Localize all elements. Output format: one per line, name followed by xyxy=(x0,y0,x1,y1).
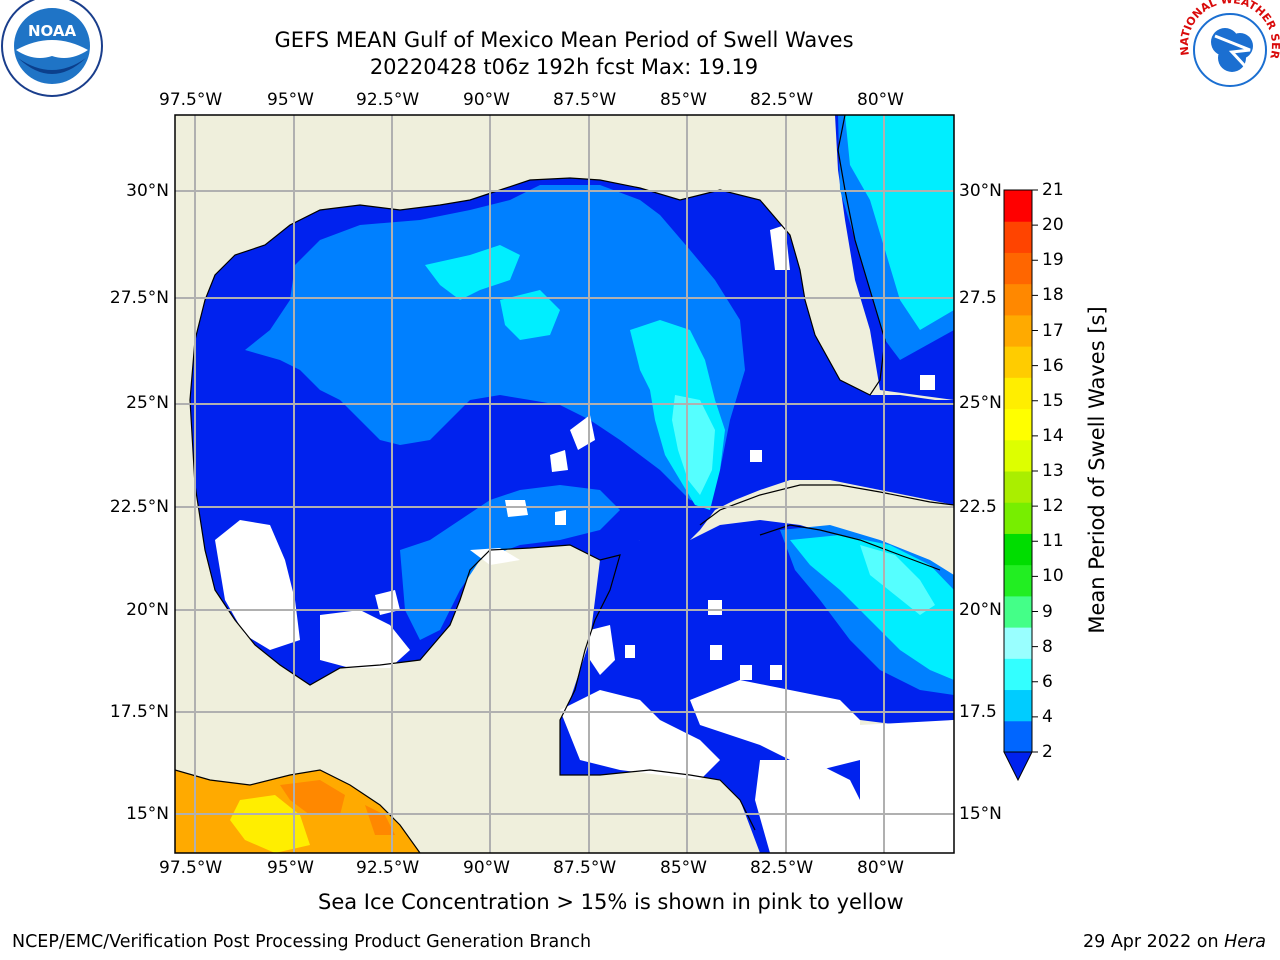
lon-label: 95°W xyxy=(267,858,314,878)
colorbar-tick-label: 16 xyxy=(1042,355,1064,376)
sea-ice-yellow xyxy=(230,795,310,853)
swell-high-atlantic xyxy=(845,115,954,330)
lon-label: 90°W xyxy=(463,858,510,878)
lat-label: 17.5 xyxy=(959,702,997,722)
swell-peak-caribbean xyxy=(860,545,935,615)
colorbar-segment xyxy=(1004,314,1032,347)
lat-label: 17.5°N xyxy=(109,702,169,722)
colorbar-tick-label: 8 xyxy=(1042,636,1053,657)
lat-label: 15°N xyxy=(959,804,1002,824)
swell-high-caribbean xyxy=(790,535,954,680)
lon-label: 92.5°W xyxy=(356,90,420,110)
map-frame xyxy=(174,114,955,854)
colorbar-segment xyxy=(1004,283,1032,316)
colorbar-segment xyxy=(1004,689,1032,722)
footer-branch: NCEP/EMC/Verification Post Processing Pr… xyxy=(12,932,592,952)
graticule xyxy=(175,115,954,853)
sea-ice-area xyxy=(175,770,420,853)
colorbar-segment xyxy=(1004,720,1032,753)
colorbar-segment xyxy=(1004,346,1032,378)
colorbar-tick-label: 14 xyxy=(1042,425,1064,446)
colorbar-tick-label: 9 xyxy=(1042,601,1053,622)
lon-label: 82.5°W xyxy=(750,90,814,110)
lat-label: 20°N xyxy=(959,600,1002,620)
lat-label: 22.5 xyxy=(959,497,997,517)
noaa-logo: NOAA xyxy=(1,0,103,97)
lon-label: 92.5°W xyxy=(356,858,420,878)
lat-label: 25°N xyxy=(959,393,1002,413)
swell-high-east xyxy=(500,290,560,340)
sea-ice-dark-2 xyxy=(365,805,395,835)
nws-logo-text: NATIONAL WEATHER SERVICE xyxy=(0,0,1280,61)
colorbar-tick-label: 19 xyxy=(1042,250,1064,271)
lat-label: 30°N xyxy=(959,181,1002,201)
lat-label: 20°N xyxy=(126,600,169,620)
lon-label: 80°W xyxy=(857,90,904,110)
colorbar-tick-label: 2 xyxy=(1042,742,1053,762)
colorbar-segment xyxy=(1004,595,1032,628)
footer-date-text: 29 Apr 2022 on xyxy=(1083,932,1225,952)
lat-label: 25°N xyxy=(126,393,169,413)
svg-text:NATIONAL WEATHER SERVICE: NATIONAL WEATHER SERVICE xyxy=(0,0,1280,61)
sea-ice-caption: Sea Ice Concentration > 15% is shown in … xyxy=(318,890,904,914)
colorbar-tick-label: 17 xyxy=(1042,320,1064,341)
swell-mid-gulf xyxy=(245,185,745,505)
map-title: GEFS MEAN Gulf of Mexico Mean Period of … xyxy=(274,28,854,52)
coastlines xyxy=(175,115,954,853)
lon-label: 80°W xyxy=(857,858,904,878)
colorbar-tick-label: 6 xyxy=(1042,671,1053,692)
map-subtitle: 20220428 t06z 192h fcst Max: 19.19 xyxy=(369,55,759,79)
nws-logo: NATIONAL WEATHER SERVICE xyxy=(0,0,1280,98)
colorbar-tick-label: 13 xyxy=(1042,461,1064,481)
lat-label: 15°N xyxy=(126,804,169,824)
colorbar-segment xyxy=(1004,564,1032,597)
colorbar-tick-label: 21 xyxy=(1042,180,1064,200)
colorbar-tick-label: 11 xyxy=(1042,531,1064,552)
colorbar-extension xyxy=(1003,751,1033,782)
colorbar-segment xyxy=(1004,502,1032,534)
colorbar-tick-label: 20 xyxy=(1042,215,1064,236)
colorbar-segment xyxy=(1004,221,1032,253)
lat-label: 27.5°N xyxy=(109,288,169,308)
swell-high-central xyxy=(425,245,520,300)
lon-label: 85°W xyxy=(660,90,707,110)
colorbar-tick-label: 18 xyxy=(1042,285,1064,306)
sea-ice-dark xyxy=(280,780,345,815)
colorbar-tick-label: 12 xyxy=(1042,496,1064,517)
colorbar-segment xyxy=(1004,658,1032,691)
swell-peak-channel xyxy=(672,395,715,495)
colorbar-segment xyxy=(1004,439,1032,472)
lon-label: 85°W xyxy=(660,858,707,878)
colorbar-tick-label: 4 xyxy=(1042,706,1053,727)
colorbar xyxy=(1003,189,1038,782)
colorbar-segment xyxy=(1004,377,1032,410)
colorbar-segment xyxy=(1004,627,1032,659)
colorbar-label: Mean Period of Swell Waves [s] xyxy=(1085,306,1109,634)
colorbar-tick-label: 10 xyxy=(1042,566,1064,587)
colorbar-tick-label: 15 xyxy=(1042,390,1064,411)
footer-date: 29 Apr 2022 on Hera xyxy=(1083,932,1266,952)
colorbar-segment xyxy=(1004,533,1032,566)
noaa-logo-text: NOAA xyxy=(28,22,77,40)
lat-label: 22.5°N xyxy=(109,497,169,517)
lon-label: 97.5°W xyxy=(159,90,223,110)
colorbar-segment xyxy=(1004,190,1032,222)
colorbar-segment xyxy=(1004,408,1032,441)
lon-label: 82.5°W xyxy=(750,858,814,878)
map-area xyxy=(175,115,954,853)
lon-label: 97.5°W xyxy=(159,858,223,878)
colorbar-segment xyxy=(1004,252,1032,285)
lat-label: 27.5 xyxy=(959,288,997,308)
footer-host: Hera xyxy=(1224,932,1266,952)
lon-label: 87.5°W xyxy=(553,90,617,110)
lat-label: 30°N xyxy=(126,181,169,201)
lon-label: 95°W xyxy=(267,90,314,110)
lon-label: 90°W xyxy=(463,90,510,110)
colorbar-segment xyxy=(1004,471,1032,503)
lon-label: 87.5°W xyxy=(553,858,617,878)
